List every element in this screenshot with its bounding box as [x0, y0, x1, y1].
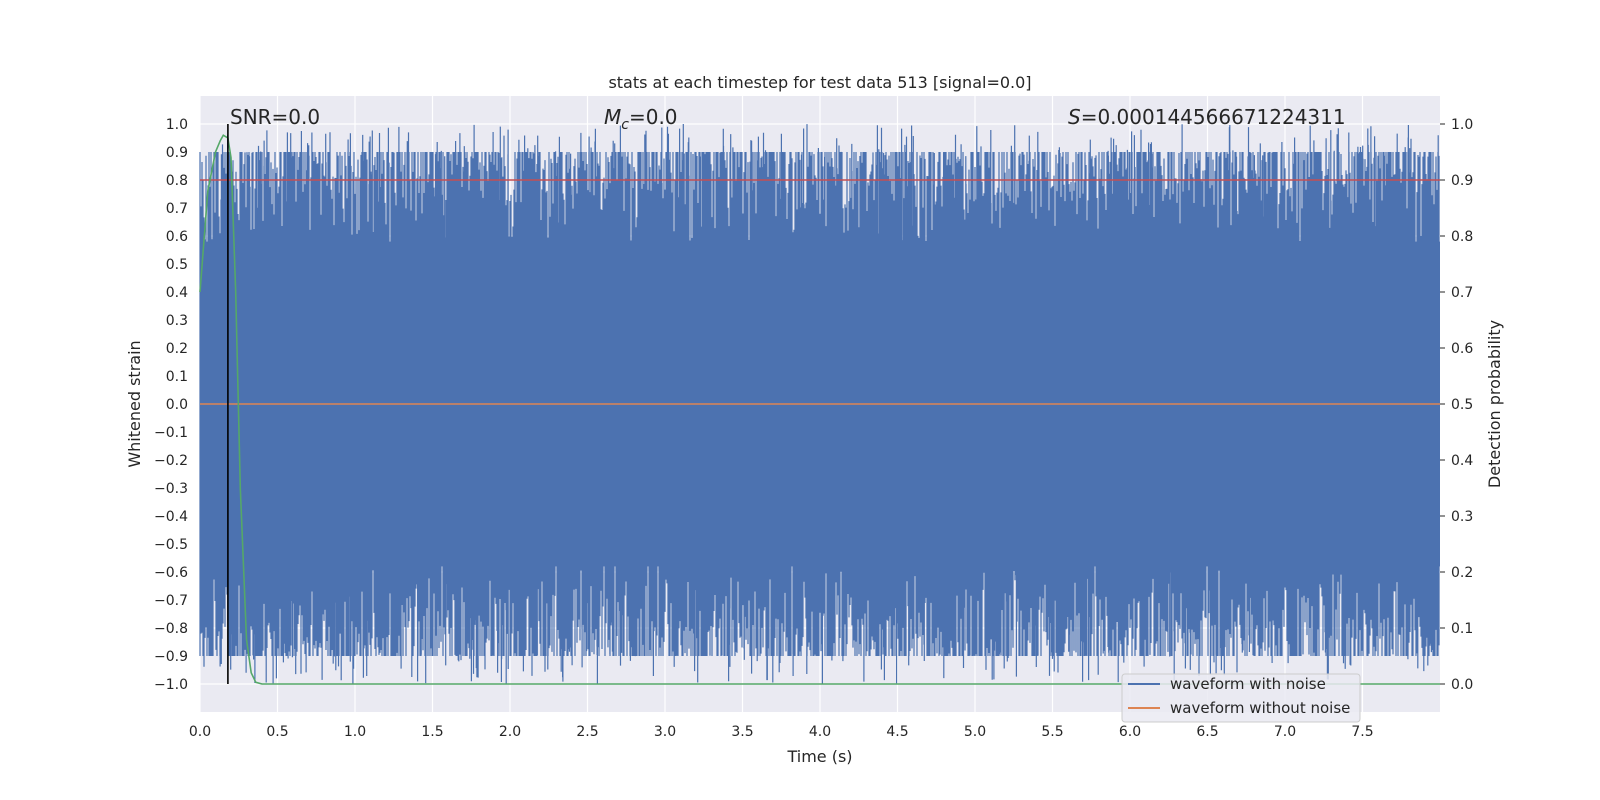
- y-tick-label: 0.7: [166, 201, 188, 217]
- y2-tick-label: 0.4: [1451, 453, 1473, 469]
- y-tick-label: 0.4: [166, 285, 188, 301]
- y-tick-label: −0.9: [154, 649, 188, 665]
- y2-tick-label: 0.6: [1451, 341, 1473, 357]
- x-tick-label: 3.0: [654, 724, 676, 740]
- x-tick-label: 5.0: [964, 724, 986, 740]
- x-axis: 0.0 0.5 1.0 1.5 2.0 2.5 3.0 3.5 4.0 4.5 5.0 5.5 6.0 6…: [189, 724, 1374, 740]
- chirp-mass-annotation: Mc=0.0: [604, 105, 678, 133]
- legend-label-noise: waveform with noise: [1170, 675, 1326, 693]
- y-tick-label: −0.3: [154, 481, 188, 497]
- y-tick-label: 0.1: [166, 369, 188, 385]
- y-tick-label: −0.6: [154, 565, 188, 581]
- y2-tick-label: 1.0: [1451, 117, 1473, 133]
- x-tick-label: 4.0: [809, 724, 831, 740]
- y-axis-label: Whitened strain: [125, 340, 144, 467]
- y-tick-label: 0.0: [166, 397, 188, 413]
- y2-tick-label: 0.2: [1451, 565, 1473, 581]
- x-tick-label: 2.5: [576, 724, 598, 740]
- chirp-mass-subscript: c: [621, 117, 629, 133]
- y-axis-right: 1.0 0.9 0.8 0.7 0.6 0.5 0.4 0.3 0.2 0.1 0.0: [1440, 117, 1473, 693]
- chirp-mass-symbol: M: [604, 105, 621, 129]
- y-tick-label: 0.8: [166, 173, 188, 189]
- y2-tick-label: 0.8: [1451, 229, 1473, 245]
- y-tick-label: 0.9: [166, 145, 188, 161]
- y2-axis-label: Detection probability: [1485, 320, 1504, 488]
- x-tick-label: 6.0: [1119, 724, 1141, 740]
- x-tick-label: 1.5: [421, 724, 443, 740]
- legend: waveform with noise waveform without noi…: [1121, 673, 1361, 723]
- legend-label-clean: waveform without noise: [1170, 699, 1350, 717]
- series-lines: [199, 124, 1440, 685]
- x-axis-label: Time (s): [786, 747, 852, 766]
- x-tick-label: 1.0: [344, 724, 366, 740]
- y2-tick-label: 0.1: [1451, 621, 1473, 637]
- s-symbol: S: [1068, 105, 1081, 129]
- x-tick-label: 7.0: [1274, 724, 1296, 740]
- y2-tick-label: 0.7: [1451, 285, 1473, 301]
- y-tick-label: −0.4: [154, 509, 188, 525]
- y-tick-label: −0.1: [154, 425, 188, 441]
- x-tick-label: 3.5: [731, 724, 753, 740]
- s-annotation: S=0.000144566671224311: [1068, 105, 1346, 129]
- y2-tick-label: 0.3: [1451, 509, 1473, 525]
- y-tick-label: −0.2: [154, 453, 188, 469]
- y-tick-label: 0.6: [166, 229, 188, 245]
- x-tick-label: 4.5: [886, 724, 908, 740]
- y2-tick-label: 0.9: [1451, 173, 1473, 189]
- y2-tick-label: 0.5: [1451, 397, 1473, 413]
- x-tick-label: 7.5: [1351, 724, 1373, 740]
- y-tick-label: 0.5: [166, 257, 188, 273]
- x-tick-label: 5.5: [1041, 724, 1063, 740]
- y2-tick-label: 0.0: [1451, 677, 1473, 693]
- y-tick-label: 1.0: [166, 117, 188, 133]
- y-tick-label: −0.5: [154, 537, 188, 553]
- y-tick-label: 0.3: [166, 313, 188, 329]
- y-tick-label: 0.2: [166, 341, 188, 357]
- y-tick-label: −0.8: [154, 621, 188, 637]
- legend-box: [1121, 673, 1361, 723]
- x-tick-label: 6.5: [1196, 724, 1218, 740]
- snr-annotation: SNR=0.0: [230, 105, 320, 129]
- chart-title: stats at each timestep for test data 513…: [608, 73, 1031, 92]
- y-tick-label: −0.7: [154, 593, 188, 609]
- x-tick-label: 0.5: [266, 724, 288, 740]
- y-tick-label: −1.0: [154, 677, 188, 693]
- x-tick-label: 2.0: [499, 724, 521, 740]
- x-tick-label: 0.0: [189, 724, 211, 740]
- y-axis-left: 1.0 0.9 0.8 0.7 0.6 0.5 0.4 0.3 0.2 0.1 0.0 −0.1 −0.…: [154, 117, 188, 693]
- series-detection-probability: [199, 134, 1440, 685]
- s-value: =0.000144566671224311: [1081, 105, 1346, 129]
- chirp-mass-value: =0.0: [629, 105, 678, 129]
